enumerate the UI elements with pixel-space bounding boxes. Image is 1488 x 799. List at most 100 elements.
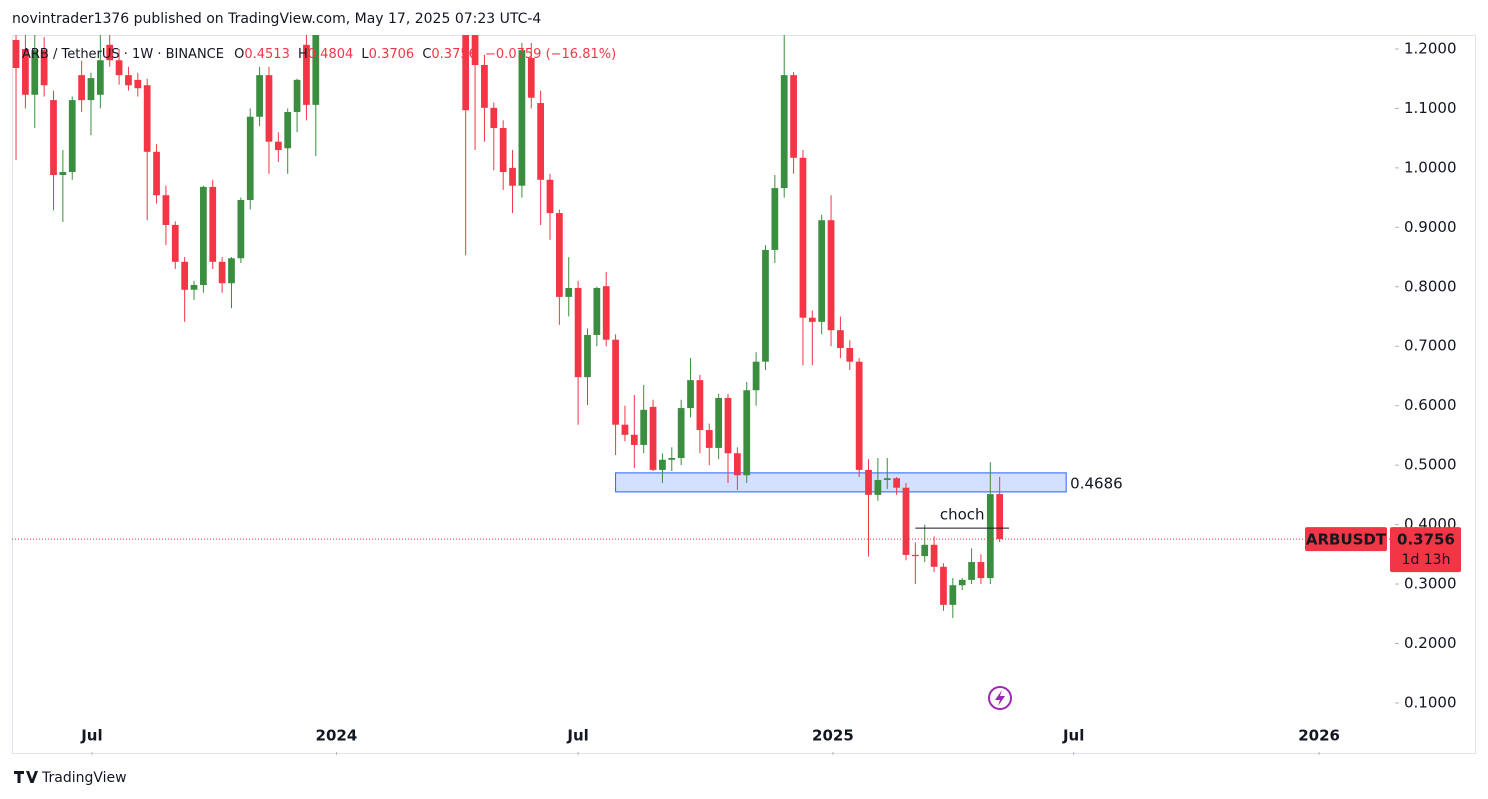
candle-body xyxy=(481,65,488,108)
symbol: ARB / TetherUS · 1W · BINANCE xyxy=(22,47,224,62)
candle-body xyxy=(593,287,601,335)
y-tick-label: 1.2000 xyxy=(1404,39,1457,57)
zone-level: 0.4686 xyxy=(1070,474,1123,492)
candle-body xyxy=(818,220,826,322)
candle-body xyxy=(106,44,114,61)
candle-body xyxy=(96,60,104,95)
candle-body xyxy=(865,469,872,495)
candle-body xyxy=(883,478,891,481)
legend-value: 0.4513 xyxy=(244,47,290,62)
candle-body xyxy=(902,487,910,555)
candle-body xyxy=(293,79,301,112)
candle-body xyxy=(12,40,20,68)
x-tick-label: 2024 xyxy=(316,727,358,745)
candle-body xyxy=(724,397,732,454)
candle-body xyxy=(808,317,816,322)
x-tick-label: 2025 xyxy=(812,727,854,745)
candle-body xyxy=(256,75,263,117)
candle-body xyxy=(855,361,863,470)
legend-change: −0.0759 xyxy=(485,47,541,62)
candle-body xyxy=(171,224,179,262)
candle-body xyxy=(78,75,85,101)
candle-body xyxy=(284,111,292,149)
candle-body xyxy=(911,554,919,557)
candle-body xyxy=(743,390,751,476)
plot-area xyxy=(12,35,1395,618)
symbol-tag-label: ARBUSDT xyxy=(1306,531,1387,549)
candle-body xyxy=(143,85,151,152)
candle-body xyxy=(237,199,245,259)
candle-body xyxy=(986,494,994,579)
candle-body xyxy=(649,406,657,470)
candle-body xyxy=(752,361,760,391)
candle-body xyxy=(556,213,563,297)
candle-body xyxy=(228,258,235,284)
y-tick-label: 0.2000 xyxy=(1404,634,1457,652)
candle-body xyxy=(565,287,573,297)
y-tick-label: 0.1000 xyxy=(1404,693,1457,711)
candle-body xyxy=(996,494,1004,540)
candle-body xyxy=(527,57,535,98)
candle-body xyxy=(780,75,788,189)
candle-body xyxy=(968,562,975,580)
candle-body xyxy=(162,195,170,225)
y-tick-label: 0.6000 xyxy=(1404,396,1457,414)
candle-body xyxy=(677,408,685,459)
candle-body xyxy=(537,103,545,180)
candle-body xyxy=(790,75,797,158)
candle-body xyxy=(574,287,582,378)
candle-body xyxy=(115,60,123,76)
candle-body xyxy=(621,424,629,435)
candle-body xyxy=(705,430,713,448)
candle-body xyxy=(274,141,282,151)
candle-body xyxy=(584,334,591,378)
x-tick-label: Jul xyxy=(1062,727,1084,745)
candle-body xyxy=(940,566,947,605)
candle-body xyxy=(303,44,310,105)
candle-body xyxy=(31,50,39,95)
candle-body xyxy=(771,188,779,250)
candle-body xyxy=(181,261,189,290)
candle-body xyxy=(246,116,254,200)
legend-key: C xyxy=(422,47,431,62)
candle-body xyxy=(977,562,985,579)
legend-value: 0.3706 xyxy=(369,47,415,62)
alert-bolt xyxy=(995,690,1005,706)
alert-icon[interactable] xyxy=(988,686,1012,710)
y-tick-label: 1.0000 xyxy=(1404,158,1457,176)
y-tick-label: 0.5000 xyxy=(1404,456,1457,474)
candle-body xyxy=(265,75,273,142)
candle-body xyxy=(827,220,835,331)
choch-label: choch xyxy=(940,506,985,524)
candle-body xyxy=(87,78,95,101)
candle-body xyxy=(22,48,29,95)
candle-body xyxy=(509,167,516,186)
footer-brand: TradingView xyxy=(41,770,127,786)
candle-body xyxy=(59,172,67,176)
candle-body xyxy=(958,579,966,586)
candle-body xyxy=(125,75,132,86)
candle-body xyxy=(668,458,676,460)
candle-body xyxy=(921,544,929,557)
candle-body xyxy=(949,585,957,605)
candle-body xyxy=(602,286,610,340)
candle-body xyxy=(153,151,160,196)
y-tick-label: 0.7000 xyxy=(1404,337,1457,355)
candle-body xyxy=(499,128,507,173)
candle-body xyxy=(630,434,638,445)
legend-value: 0.4804 xyxy=(308,47,354,62)
candle-body xyxy=(687,380,694,409)
candle-body xyxy=(696,380,704,431)
legend-key: L xyxy=(361,47,369,62)
y-tick-label: 0.9000 xyxy=(1404,218,1457,236)
candle-body xyxy=(846,348,854,362)
x-tick-label: Jul xyxy=(566,727,588,745)
candle-body xyxy=(518,50,526,186)
legend-key: H xyxy=(298,47,308,62)
y-tick-label: 0.3000 xyxy=(1404,575,1457,593)
x-tick-label: 2026 xyxy=(1298,727,1340,745)
symbol-tag xyxy=(1305,527,1387,552)
y-tick-label: 1.1000 xyxy=(1404,99,1457,117)
candle-body xyxy=(462,35,470,111)
